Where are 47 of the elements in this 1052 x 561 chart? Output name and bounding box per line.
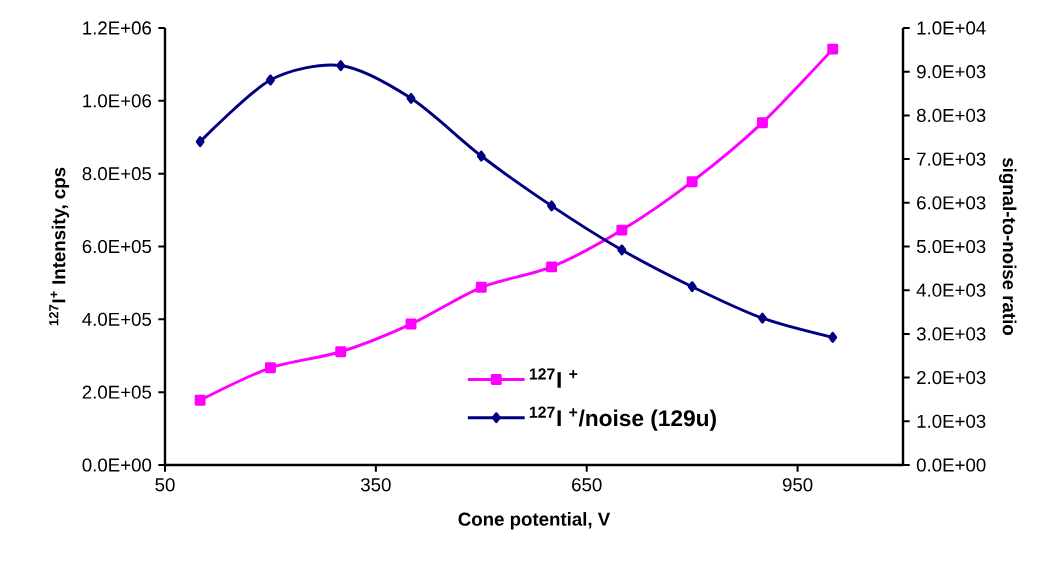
point [405, 318, 417, 330]
x-tick-label: 950 [782, 478, 813, 492]
y-tick-label: 0.0E+00 [82, 458, 152, 472]
point [336, 60, 346, 72]
y2-tick-label: 1.0E+03 [917, 414, 986, 428]
y2-tick-label: 8.0E+03 [916, 108, 986, 123]
point [757, 312, 767, 324]
point [686, 176, 698, 188]
point [265, 74, 275, 86]
x-axis-title: Cone potential, V [458, 512, 611, 530]
y2-tick-label: 7.0E+03 [917, 152, 986, 166]
point [687, 281, 697, 293]
y-tick-label: 6.0E+05 [82, 239, 152, 254]
y-tick-label: 1.2E+06 [83, 21, 152, 35]
y2-axis-title: signal-to-noise ratio [998, 157, 1017, 335]
y2-tick-label: 1.0E+04 [917, 21, 986, 35]
y2-tick-label: 5.0E+03 [916, 239, 986, 254]
x-tick-label: 50 [155, 478, 175, 492]
y2-tick-label: 9.0E+03 [917, 65, 986, 79]
point [756, 117, 768, 129]
point [195, 136, 205, 148]
point [475, 281, 487, 293]
x-tick-label: 350 [361, 478, 391, 492]
y2-tick-label: 6.0E+03 [917, 196, 986, 210]
point [616, 224, 628, 236]
point [547, 200, 557, 212]
y2-tick-label: 2.0E+03 [917, 370, 986, 385]
y-tick-label: 1.0E+06 [83, 94, 152, 108]
point [828, 331, 838, 343]
point [546, 261, 558, 273]
y-tick-label: 2.0E+05 [82, 385, 152, 399]
point [194, 394, 206, 406]
y-tick-label: 4.0E+05 [82, 312, 152, 326]
point [827, 43, 839, 55]
y2-tick-label: 4.0E+03 [916, 283, 986, 297]
point [476, 150, 486, 162]
y-tick-label: 8.0E+05 [82, 167, 152, 181]
legend-label: $^{127}$I $^{+}$/noise (129u) [529, 406, 716, 431]
y-axis-title: $^{127}$I$^{+}$ Intensity, cps [49, 167, 70, 326]
point [335, 346, 347, 358]
y2-tick-label: 3.0E+03 [916, 327, 986, 341]
y2-tick-label: 0.0E+00 [916, 458, 986, 472]
point [406, 92, 416, 104]
point [264, 362, 276, 374]
point [617, 244, 627, 256]
x-tick-label: 650 [572, 478, 602, 492]
legend-label: $^{127}$I $^{+}$ [529, 368, 578, 388]
